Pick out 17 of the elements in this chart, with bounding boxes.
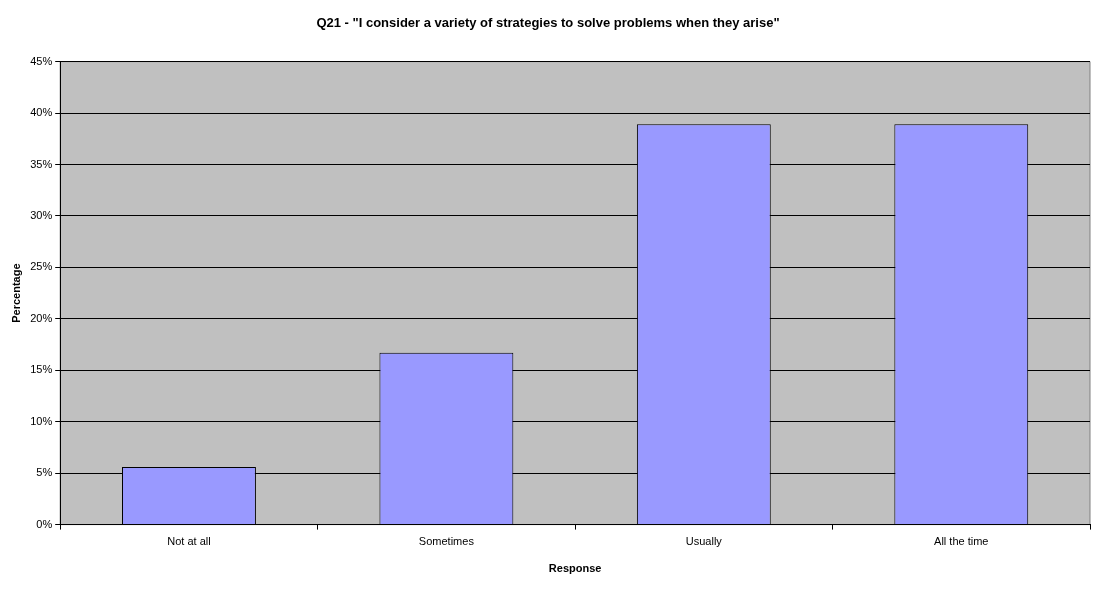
y-tick-label: 15% (30, 363, 53, 376)
y-tick-label: 35% (30, 157, 53, 170)
y-tick-label: 40% (30, 106, 53, 119)
x-tick-label: Usually (685, 535, 723, 548)
x-tick-label: Sometimes (418, 535, 475, 548)
y-tick-label: 45% (30, 54, 53, 67)
chart-title: Q21 - "I consider a variety of strategies to solve problems when they arise" (316, 15, 780, 31)
y-tick-label: 0% (36, 517, 53, 530)
y-tick-label: 20% (30, 311, 53, 324)
y-tick-label: 30% (30, 208, 53, 221)
y-tick-label: 10% (30, 414, 53, 427)
y-axis-title: Percentage (9, 263, 22, 323)
y-tick-label: 5% (36, 466, 53, 479)
x-tick-label: All the time (934, 535, 989, 548)
y-tick-label: 25% (30, 260, 53, 273)
x-axis-title: Response (548, 562, 602, 575)
x-tick-label: Not at all (167, 535, 211, 548)
